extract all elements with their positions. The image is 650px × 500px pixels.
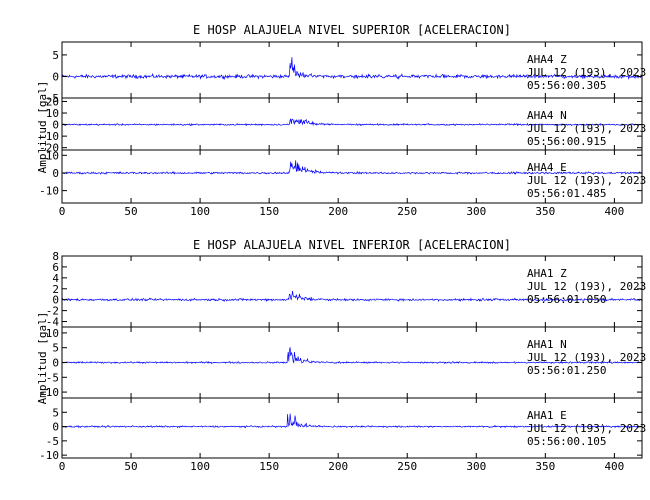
x-tick-label: 400 [604, 460, 624, 473]
y-tick-label: -5 [46, 92, 59, 105]
y-tick-label: -10 [39, 449, 59, 462]
y-axis-label: Amplitud [gal] [36, 312, 49, 405]
station-label: AHA4 N [527, 109, 567, 122]
y-tick-label: -2 [46, 305, 59, 318]
time-label: 05:56:00.305 [527, 79, 606, 92]
panel-frame [61, 149, 643, 204]
station-label: AHA4 Z [527, 53, 567, 66]
time-label: 05:56:01.250 [527, 364, 606, 377]
x-tick-label: 100 [190, 205, 210, 218]
x-tick-label: 50 [124, 460, 137, 473]
waveform-trace [61, 413, 642, 429]
x-tick-label: 150 [259, 205, 279, 218]
x-tick-label: 400 [604, 205, 624, 218]
x-tick-label: 200 [328, 460, 348, 473]
y-tick-label: 0 [52, 119, 59, 132]
station-label: AHA1 Z [527, 267, 567, 280]
y-tick-label: 5 [52, 342, 59, 355]
y-tick-label: -5 [46, 435, 59, 448]
y-tick-label: 5 [52, 49, 59, 62]
waveform-trace [61, 347, 642, 365]
chart-title: E HOSP ALAJUELA NIVEL INFERIOR [ACELERAC… [193, 238, 511, 252]
lower-level-chart: E HOSP ALAJUELA NIVEL INFERIOR [ACELERAC… [36, 238, 646, 473]
y-tick-label: 0 [52, 294, 59, 307]
x-tick-label: 150 [259, 460, 279, 473]
y-tick-label: 5 [52, 406, 59, 419]
y-tick-label: -10 [39, 386, 59, 399]
x-tick-label: 100 [190, 460, 210, 473]
y-tick-label: -10 [39, 130, 59, 143]
x-tick-label: 50 [124, 205, 137, 218]
time-label: 05:56:01.050 [527, 293, 606, 306]
date-label: JUL 12 (193), 2023 [527, 422, 646, 435]
upper-level-chart: E HOSP ALAJUELA NIVEL SUPERIOR [ACELERAC… [36, 23, 646, 218]
y-tick-label: 0 [52, 357, 59, 370]
time-label: 05:56:01.485 [527, 187, 606, 200]
station-label: AHA1 E [527, 409, 567, 422]
date-label: JUL 12 (193), 2023 [527, 280, 646, 293]
date-label: JUL 12 (193), 2023 [527, 122, 646, 135]
y-tick-label: 10 [46, 149, 59, 162]
y-tick-label: -4 [46, 316, 60, 329]
y-tick-label: 20 [46, 95, 59, 108]
y-tick-label: -10 [39, 185, 59, 198]
waveform-trace [61, 160, 642, 176]
y-tick-label: -5 [46, 371, 59, 384]
y-tick-label: 0 [52, 167, 59, 180]
station-label: AHA1 N [527, 338, 567, 351]
y-tick-label: 4 [52, 272, 59, 285]
date-label: JUL 12 (193), 2023 [527, 351, 646, 364]
y-tick-label: 0 [52, 421, 59, 434]
y-tick-label: 2 [52, 283, 59, 296]
y-tick-label: 6 [52, 261, 59, 274]
date-label: JUL 12 (193), 2023 [527, 66, 646, 79]
y-tick-label: 8 [52, 250, 59, 263]
x-tick-label: 300 [466, 205, 486, 218]
x-tick-label: 0 [59, 460, 66, 473]
x-tick-label: 200 [328, 205, 348, 218]
x-tick-label: 250 [397, 460, 417, 473]
waveform-trace [61, 57, 642, 81]
x-tick-label: 350 [535, 460, 555, 473]
x-tick-label: 250 [397, 205, 417, 218]
time-label: 05:56:00.915 [527, 135, 606, 148]
y-tick-label: 0 [52, 70, 59, 83]
y-tick-label: -20 [39, 142, 59, 155]
waveform-trace [61, 290, 643, 303]
date-label: JUL 12 (193), 2023 [527, 174, 646, 187]
y-tick-label: 10 [46, 107, 59, 120]
chart-title: E HOSP ALAJUELA NIVEL SUPERIOR [ACELERAC… [193, 23, 511, 37]
y-axis-label: Amplitud [gal] [36, 81, 49, 174]
panel-frame [61, 397, 643, 459]
time-label: 05:56:00.105 [527, 435, 606, 448]
y-tick-label: 10 [46, 327, 59, 340]
waveform-trace [61, 118, 642, 127]
x-tick-label: 0 [59, 205, 66, 218]
x-tick-label: 350 [535, 205, 555, 218]
station-label: AHA4 E [527, 161, 567, 174]
x-tick-label: 300 [466, 460, 486, 473]
